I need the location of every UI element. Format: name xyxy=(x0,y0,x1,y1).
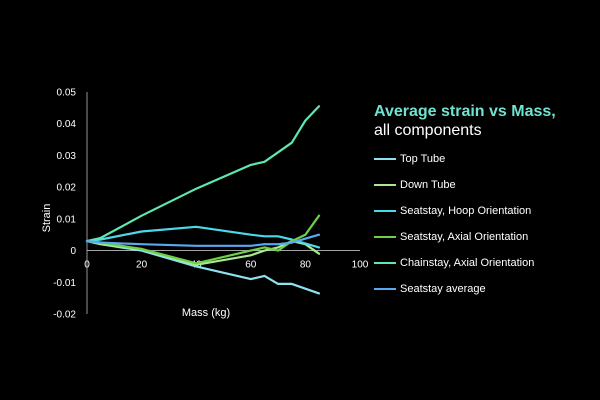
x-axis-title: Mass (kg) xyxy=(182,307,230,319)
y-tick-label: 0 xyxy=(70,246,76,257)
y-tick-labels: 0.05 0.04 0.03 0.02 0.01 0 -0.01 -0.02 xyxy=(53,88,76,321)
legend-label: Seatstay, Hoop Orientation xyxy=(400,205,532,217)
x-tick-label: 20 xyxy=(136,260,148,271)
y-tick-label: 0.03 xyxy=(57,151,77,162)
legend-swatch xyxy=(374,262,396,264)
legend-item-down-tube: Down Tube xyxy=(374,178,456,192)
legend-item-top-tube: Top Tube xyxy=(374,152,445,166)
legend-swatch xyxy=(374,210,396,212)
y-tick-label: 0.04 xyxy=(57,119,77,130)
series-line-3 xyxy=(85,214,321,265)
series-line-4 xyxy=(85,105,321,243)
y-tick-label: 0.01 xyxy=(57,214,77,225)
y-tick-label: 0.02 xyxy=(57,183,77,194)
x-tick-label: 0 xyxy=(84,260,90,271)
x-tick-labels: 0 20 40 60 80 100 xyxy=(84,260,369,271)
chart-subtitle: all components xyxy=(374,122,482,139)
legend-label: Top Tube xyxy=(400,153,446,165)
series-line-0 xyxy=(85,240,321,295)
series-line-2 xyxy=(85,225,321,249)
legend-label: Down Tube xyxy=(400,179,456,191)
legend-swatch xyxy=(374,236,396,238)
axes xyxy=(86,92,360,314)
legend-item-chainstay-axial: Chainstay, Axial Orientation xyxy=(374,256,534,270)
y-tick-label: -0.01 xyxy=(53,278,76,289)
x-tick-label: 80 xyxy=(300,260,312,271)
x-tick-label: 60 xyxy=(245,260,257,271)
legend-label: Chainstay, Axial Orientation xyxy=(400,257,535,269)
legend-item-seatstay-axial: Seatstay, Axial Orientation xyxy=(374,230,528,244)
chart-title: Average strain vs Mass, xyxy=(374,103,556,120)
legend-swatch xyxy=(374,184,396,186)
legend-label: Seatstay, Axial Orientation xyxy=(400,231,529,243)
y-axis-title: Strain xyxy=(41,204,53,233)
y-tick-label: -0.02 xyxy=(53,310,76,321)
legend-item-seatstay-average: Seatstay average xyxy=(374,282,486,296)
legend-swatch xyxy=(374,158,396,160)
series-line-5 xyxy=(85,233,321,247)
legend-item-seatstay-hoop: Seatstay, Hoop Orientation xyxy=(374,204,531,218)
x-tick-label: 100 xyxy=(352,260,369,271)
series-lines xyxy=(85,105,321,295)
legend-swatch xyxy=(374,288,396,290)
y-tick-label: 0.05 xyxy=(57,88,77,99)
legend-label: Seatstay average xyxy=(400,283,486,295)
